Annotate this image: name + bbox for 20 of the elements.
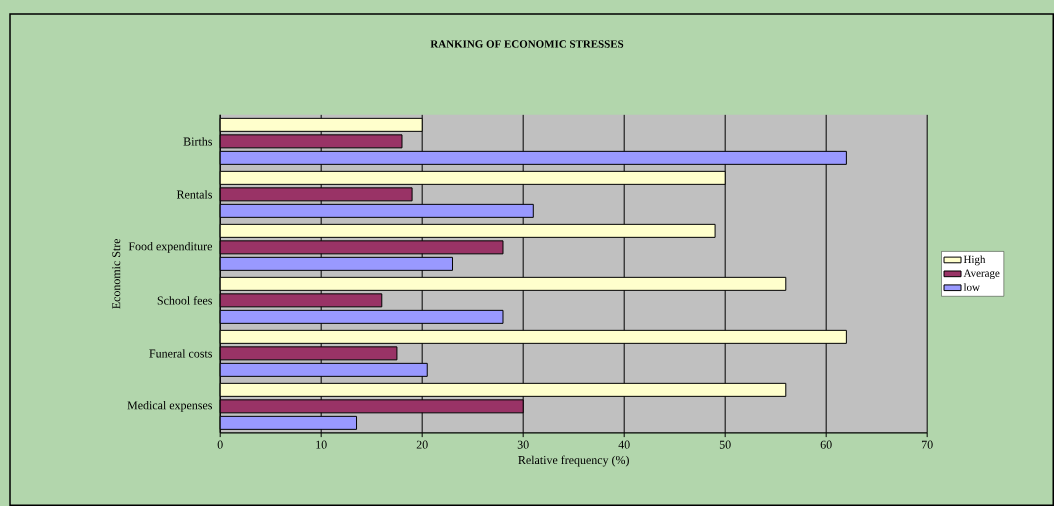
- x-tick-label: 20: [416, 440, 428, 449]
- y-tick-label: School fees: [157, 296, 212, 305]
- x-tick-label: 40: [618, 440, 630, 449]
- y-tick-label: Births: [183, 137, 212, 146]
- chart-title: RANKING OF ECONOMIC STRESSES: [430, 40, 624, 48]
- y-tick-label: Food expenditure: [128, 241, 212, 253]
- legend-label: Average: [963, 269, 1000, 280]
- x-tick-label: 50: [719, 440, 731, 449]
- x-axis-title: Relative frequency (%): [518, 455, 629, 467]
- x-tick-label: 10: [316, 440, 327, 449]
- x-tick-label: 30: [517, 440, 529, 449]
- y-axis-title: Economic Stre: [112, 238, 121, 309]
- x-tick-label: 70: [921, 440, 933, 449]
- y-tick-label: Rentals: [176, 190, 212, 199]
- y-tick-label: Funeral costs: [149, 349, 212, 358]
- legend-label: low: [963, 283, 980, 291]
- x-tick-label: 0: [217, 440, 223, 449]
- x-tick-label: 60: [820, 440, 832, 449]
- y-tick-label: Medical expenses: [127, 400, 212, 412]
- legend-label: High: [963, 255, 986, 266]
